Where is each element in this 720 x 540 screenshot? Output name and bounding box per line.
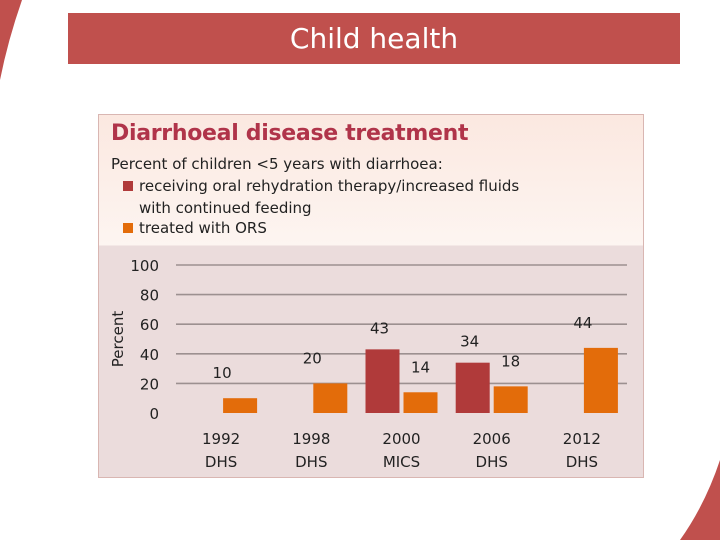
data-label-series1-2006: 18 — [501, 352, 520, 370]
legend-label-ort-line1: receiving oral rehydration therapy/incre… — [139, 177, 520, 195]
legend-swatch-ors — [123, 223, 133, 233]
bar-series1-1998 — [313, 383, 348, 413]
y-tick-label-100: 100 — [130, 257, 159, 275]
data-label-series0-2006: 34 — [460, 333, 479, 351]
y-axis-label: Percent — [109, 311, 127, 368]
bar-series0-2006 — [455, 362, 490, 413]
chart-title: Diarrhoeal disease treatment — [111, 121, 469, 146]
bar-series1-2006 — [493, 386, 528, 413]
legend-swatch-ort — [123, 181, 133, 191]
slide-title: Child health — [68, 13, 680, 64]
data-label-series1-1998: 20 — [303, 349, 322, 367]
bar-series1-2000 — [403, 392, 438, 413]
x-tick-sublabel-2006: DHS — [476, 453, 508, 471]
x-tick-sublabel-2000: MICS — [383, 453, 420, 471]
bar-series1-1992 — [223, 398, 258, 413]
bar-series1-2012 — [583, 347, 618, 413]
x-tick-sublabel-2012: DHS — [566, 453, 598, 471]
data-label-series0-2000: 43 — [370, 319, 389, 337]
bar-plot: 0 20 40 60 80 100 Percent 10 1992 DHS 20 1998 DHS 43 1… — [109, 257, 627, 471]
bar-series0-2000 — [365, 349, 400, 413]
data-label-series1-2012: 44 — [573, 314, 592, 332]
data-label-series1-1992: 10 — [213, 364, 232, 382]
x-tick-label-2012: 2012 — [563, 430, 601, 448]
x-tick-label-2006: 2006 — [473, 430, 511, 448]
x-tick-label-1998: 1998 — [292, 430, 330, 448]
x-tick-sublabel-1998: DHS — [295, 453, 327, 471]
x-tick-label-1992: 1992 — [202, 430, 240, 448]
data-label-series1-2000: 14 — [411, 358, 430, 376]
chart-header: Diarrhoeal disease treatment Percent of … — [99, 115, 643, 248]
y-tick-label-40: 40 — [140, 346, 159, 364]
legend-label-ors: treated with ORS — [139, 219, 267, 237]
y-tick-label-0: 0 — [149, 405, 159, 423]
y-tick-label-80: 80 — [140, 287, 159, 305]
y-tick-label-20: 20 — [140, 375, 159, 393]
x-tick-label-2000: 2000 — [382, 430, 420, 448]
corner-decoration-bottom-right — [680, 460, 720, 540]
corner-decoration-top-left — [0, 0, 22, 80]
legend-label-ort-line2: with continued feeding — [139, 199, 312, 217]
y-tick-label-60: 60 — [140, 316, 159, 334]
chart-figure: Diarrhoeal disease treatment Percent of … — [98, 114, 644, 478]
chart-subtitle: Percent of children <5 years with diarrh… — [111, 155, 443, 173]
x-tick-sublabel-1992: DHS — [205, 453, 237, 471]
